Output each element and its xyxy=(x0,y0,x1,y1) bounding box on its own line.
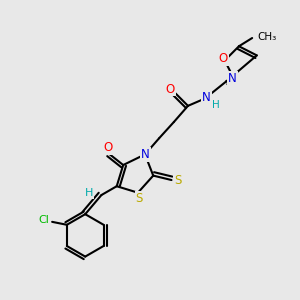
Text: O: O xyxy=(166,82,175,95)
Text: O: O xyxy=(219,52,228,65)
Text: CH₃: CH₃ xyxy=(257,32,277,42)
Text: S: S xyxy=(174,173,182,187)
Text: N: N xyxy=(202,91,211,104)
Text: H: H xyxy=(85,188,93,198)
Text: N: N xyxy=(228,72,237,85)
Text: N: N xyxy=(141,148,150,161)
Text: Cl: Cl xyxy=(38,215,49,225)
Text: H: H xyxy=(212,100,220,110)
Text: O: O xyxy=(104,141,113,154)
Text: S: S xyxy=(136,192,143,205)
